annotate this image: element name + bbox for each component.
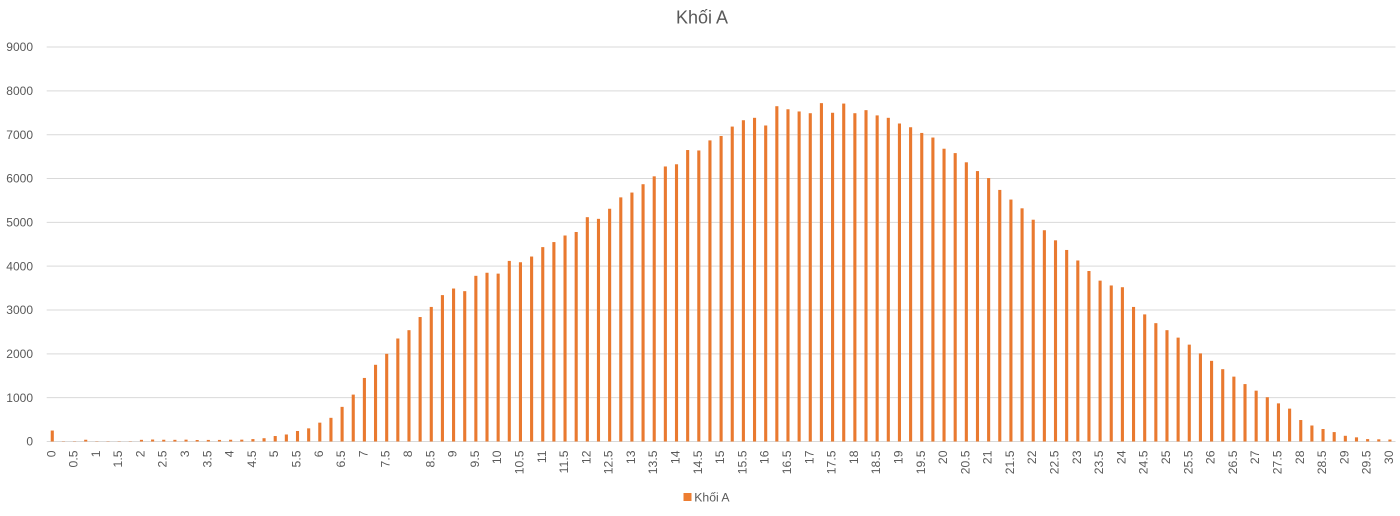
svg-text:17: 17 xyxy=(802,450,816,464)
svg-text:4000: 4000 xyxy=(6,259,33,273)
svg-text:8000: 8000 xyxy=(6,84,33,98)
svg-text:29: 29 xyxy=(1337,450,1351,464)
svg-text:4.5: 4.5 xyxy=(245,450,259,467)
svg-text:Khối A: Khối A xyxy=(676,8,728,28)
svg-text:12.5: 12.5 xyxy=(602,450,616,474)
svg-text:22.5: 22.5 xyxy=(1048,450,1062,474)
svg-text:10.5: 10.5 xyxy=(512,450,526,474)
svg-text:5000: 5000 xyxy=(6,216,33,230)
svg-text:7000: 7000 xyxy=(6,128,33,142)
svg-text:12: 12 xyxy=(579,450,593,464)
svg-text:5: 5 xyxy=(267,450,281,457)
svg-text:1.5: 1.5 xyxy=(111,450,125,467)
svg-text:3.5: 3.5 xyxy=(200,450,214,467)
svg-text:27: 27 xyxy=(1248,450,1262,464)
svg-text:28.5: 28.5 xyxy=(1315,450,1329,474)
svg-text:24: 24 xyxy=(1114,450,1128,464)
svg-text:19.5: 19.5 xyxy=(914,450,928,474)
svg-text:14: 14 xyxy=(669,450,683,464)
svg-text:15.5: 15.5 xyxy=(735,450,749,474)
svg-text:9000: 9000 xyxy=(6,40,33,54)
svg-text:5.5: 5.5 xyxy=(290,450,304,467)
svg-text:Khối A: Khối A xyxy=(694,490,730,504)
svg-text:6.5: 6.5 xyxy=(334,450,348,467)
svg-text:19: 19 xyxy=(891,450,905,464)
svg-text:9.5: 9.5 xyxy=(468,450,482,467)
svg-text:11: 11 xyxy=(535,450,549,463)
svg-text:28: 28 xyxy=(1293,450,1307,464)
svg-text:23.5: 23.5 xyxy=(1092,450,1106,474)
svg-text:17.5: 17.5 xyxy=(825,450,839,474)
svg-text:20.5: 20.5 xyxy=(958,450,972,474)
svg-text:15: 15 xyxy=(713,450,727,464)
svg-text:3000: 3000 xyxy=(6,303,33,317)
svg-text:13.5: 13.5 xyxy=(646,450,660,474)
svg-text:18: 18 xyxy=(847,450,861,464)
svg-text:0: 0 xyxy=(26,435,33,449)
svg-text:2000: 2000 xyxy=(6,347,33,361)
svg-text:0: 0 xyxy=(44,450,58,457)
svg-text:7.5: 7.5 xyxy=(379,450,393,467)
svg-text:29.5: 29.5 xyxy=(1360,450,1374,474)
svg-text:2: 2 xyxy=(133,450,147,457)
svg-text:7: 7 xyxy=(356,450,370,457)
svg-text:2.5: 2.5 xyxy=(156,450,170,467)
svg-text:16.5: 16.5 xyxy=(780,450,794,474)
svg-text:9: 9 xyxy=(446,450,460,457)
svg-text:24.5: 24.5 xyxy=(1137,450,1151,474)
svg-text:18.5: 18.5 xyxy=(869,450,883,474)
svg-text:8.5: 8.5 xyxy=(423,450,437,467)
svg-text:22: 22 xyxy=(1025,450,1039,464)
svg-text:6000: 6000 xyxy=(6,172,33,186)
svg-text:26: 26 xyxy=(1204,450,1218,464)
svg-text:4: 4 xyxy=(223,450,237,457)
svg-text:21: 21 xyxy=(981,450,995,464)
svg-text:1: 1 xyxy=(89,450,103,457)
svg-text:23: 23 xyxy=(1070,450,1084,464)
svg-text:26.5: 26.5 xyxy=(1226,450,1240,474)
svg-text:3: 3 xyxy=(178,450,192,457)
svg-text:27.5: 27.5 xyxy=(1270,450,1284,474)
svg-text:0.5: 0.5 xyxy=(67,450,81,467)
svg-text:20: 20 xyxy=(936,450,950,464)
svg-text:30: 30 xyxy=(1382,450,1396,464)
svg-text:21.5: 21.5 xyxy=(1003,450,1017,474)
svg-text:25.5: 25.5 xyxy=(1181,450,1195,474)
svg-text:10: 10 xyxy=(490,450,504,464)
svg-text:1000: 1000 xyxy=(6,391,33,405)
svg-text:13: 13 xyxy=(624,450,638,464)
svg-text:16: 16 xyxy=(758,450,772,464)
svg-text:6: 6 xyxy=(312,450,326,457)
svg-text:11.5: 11.5 xyxy=(557,450,571,473)
svg-text:14.5: 14.5 xyxy=(691,450,705,474)
svg-text:25: 25 xyxy=(1159,450,1173,464)
svg-text:8: 8 xyxy=(401,450,415,457)
